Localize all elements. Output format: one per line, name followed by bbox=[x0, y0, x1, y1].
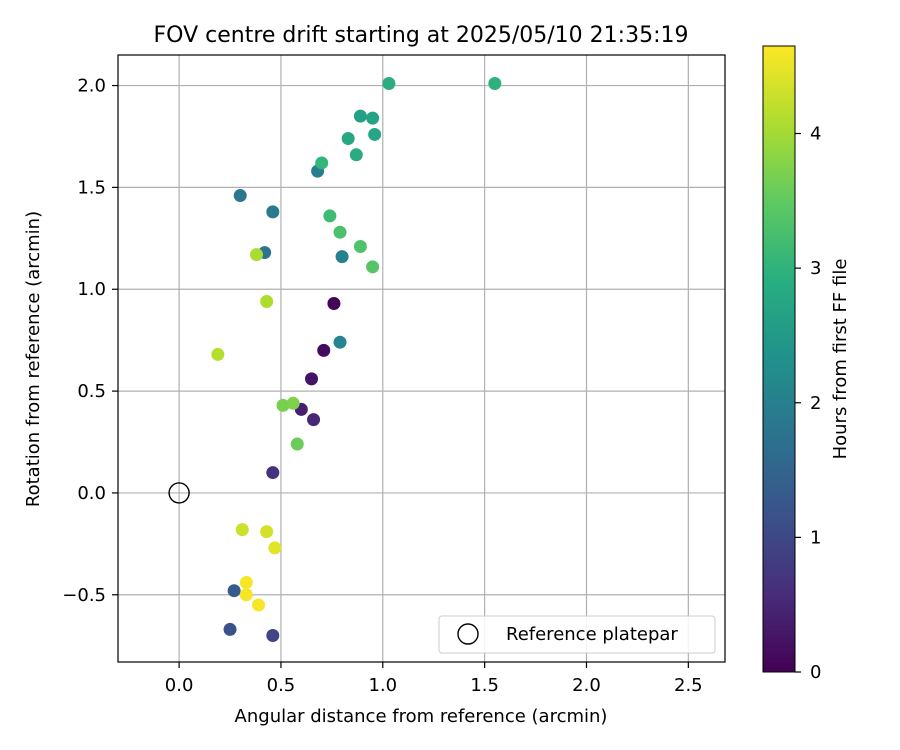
data-point bbox=[276, 398, 290, 412]
y-axis-label: Rotation from reference (arcmin) bbox=[23, 211, 44, 507]
data-point bbox=[252, 598, 266, 612]
colorbar-tick-label: 3 bbox=[810, 258, 821, 279]
data-point bbox=[353, 239, 367, 253]
y-tick-label: 0.0 bbox=[77, 483, 106, 504]
colorbar: 0 1 2 3 4 Hours from first FF file bbox=[762, 45, 851, 683]
data-point bbox=[323, 209, 337, 223]
data-point bbox=[333, 225, 347, 239]
x-tick-label: 2.0 bbox=[572, 675, 601, 696]
data-point bbox=[266, 205, 280, 219]
data-point bbox=[366, 260, 380, 274]
data-point bbox=[286, 396, 300, 410]
data-point bbox=[382, 77, 396, 91]
y-tick-label: −0.5 bbox=[62, 585, 106, 606]
data-point bbox=[327, 297, 341, 311]
plot-frame bbox=[117, 54, 726, 663]
colorbar-tick-label: 4 bbox=[810, 124, 821, 145]
data-point bbox=[349, 148, 363, 162]
data-point bbox=[250, 248, 264, 262]
y-tick-label: 1.5 bbox=[77, 177, 106, 198]
y-tick-label: 0.5 bbox=[77, 381, 106, 402]
x-tick-label: 1.0 bbox=[368, 675, 397, 696]
data-points bbox=[211, 77, 502, 643]
legend-marker-reference bbox=[457, 623, 479, 645]
reference-layer bbox=[168, 482, 190, 504]
data-point bbox=[333, 335, 347, 349]
data-point bbox=[366, 111, 380, 125]
colorbar-ticks: 0 1 2 3 4 bbox=[795, 124, 821, 683]
data-point bbox=[488, 77, 502, 91]
data-point bbox=[315, 156, 329, 170]
legend-box bbox=[438, 615, 716, 654]
data-point bbox=[341, 132, 355, 146]
x-tick-label: 2.5 bbox=[674, 675, 703, 696]
data-point bbox=[368, 127, 382, 141]
data-point bbox=[353, 109, 367, 123]
x-axis-label: Angular distance from reference (arcmin) bbox=[235, 706, 608, 727]
data-point bbox=[290, 437, 304, 451]
x-tick-label: 0.0 bbox=[165, 675, 194, 696]
data-point bbox=[227, 584, 241, 598]
colorbar-tick-label: 1 bbox=[810, 527, 821, 548]
data-point bbox=[266, 629, 280, 643]
data-point bbox=[268, 541, 282, 555]
data-point bbox=[239, 576, 253, 590]
data-point bbox=[305, 372, 319, 386]
colorbar-tick-label: 0 bbox=[810, 662, 821, 683]
chart-title: FOV centre drift starting at 2025/05/10 … bbox=[154, 23, 689, 48]
data-point bbox=[307, 413, 321, 427]
reference-point-marker bbox=[168, 482, 190, 504]
legend-label-reference: Reference platepar bbox=[506, 624, 678, 645]
colorbar-label: Hours from first FF file bbox=[830, 259, 851, 460]
data-point bbox=[233, 189, 247, 203]
colorbar-tick-label: 2 bbox=[810, 393, 821, 414]
data-point bbox=[335, 250, 349, 264]
data-point bbox=[235, 523, 249, 537]
axis-ticks: 0.0 0.5 1.0 1.5 2.0 2.5 −0.5 0.0 0.5 1.0 1.5 2.0 bbox=[62, 76, 702, 696]
x-tick-label: 1.5 bbox=[470, 675, 499, 696]
data-point bbox=[211, 347, 225, 361]
data-point bbox=[260, 525, 274, 539]
y-tick-label: 1.0 bbox=[77, 279, 106, 300]
y-tick-label: 2.0 bbox=[77, 76, 106, 97]
data-point bbox=[266, 466, 280, 480]
legend: Reference platepar bbox=[438, 615, 716, 654]
data-point bbox=[223, 622, 237, 636]
data-point bbox=[317, 343, 331, 357]
data-point bbox=[260, 294, 274, 308]
x-tick-label: 0.5 bbox=[267, 675, 296, 696]
data-point bbox=[239, 588, 253, 602]
grid bbox=[118, 55, 725, 662]
colorbar-gradient bbox=[762, 45, 796, 673]
